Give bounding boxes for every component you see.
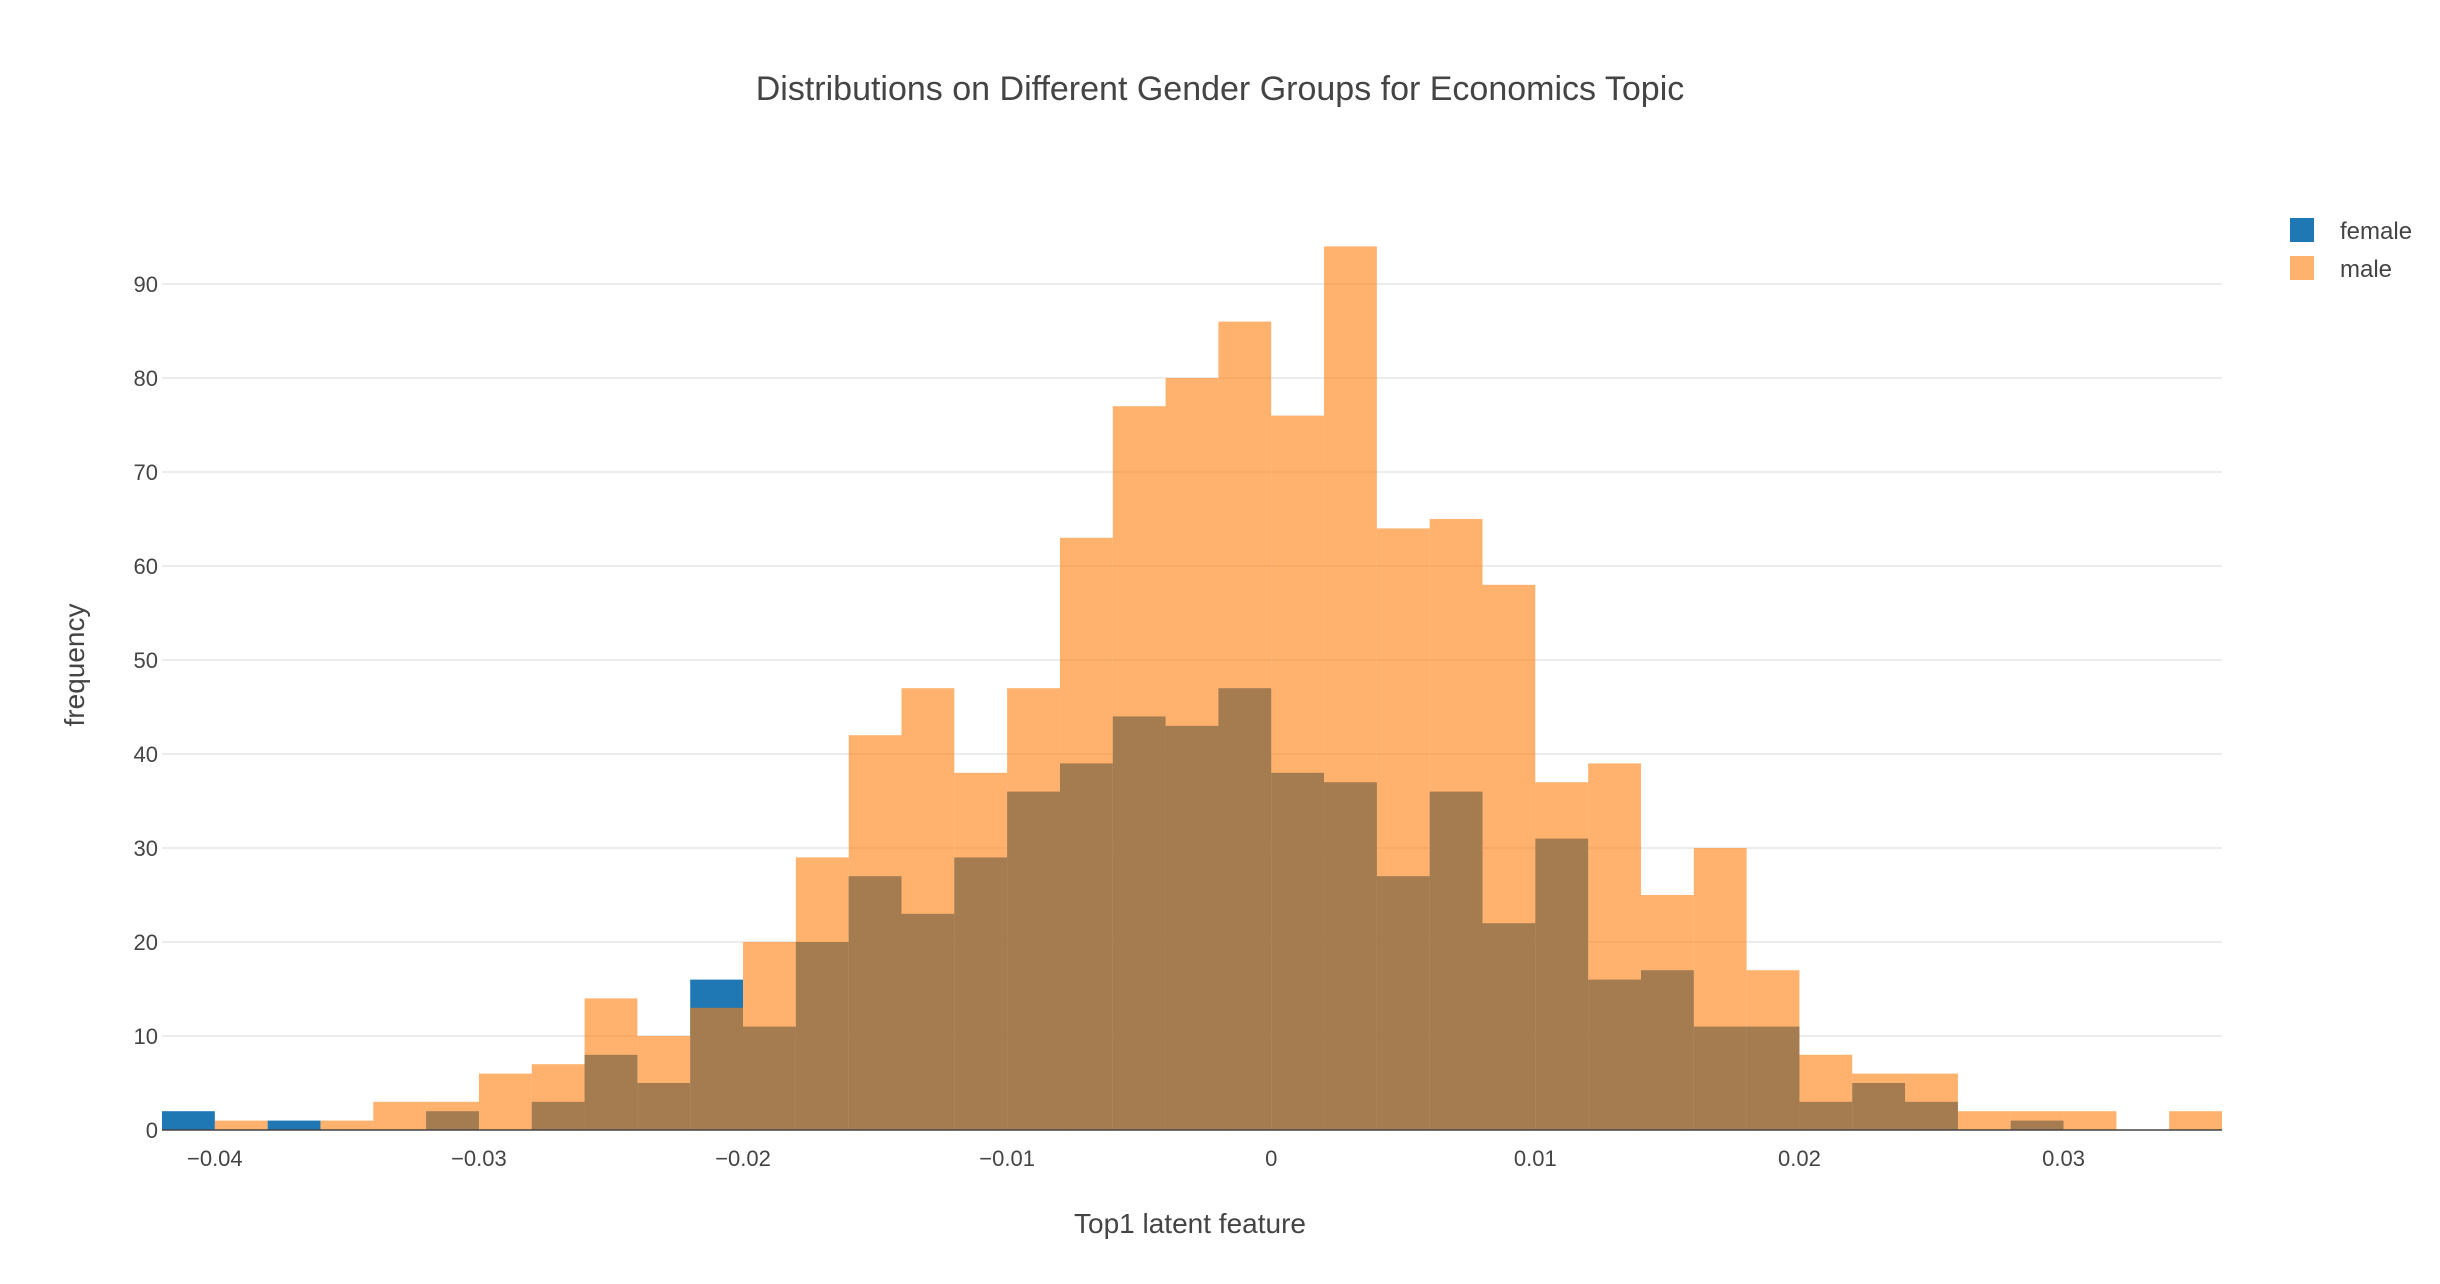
bar-male-33[interactable] xyxy=(1905,1073,1958,1130)
legend: female male xyxy=(2290,218,2412,283)
y-axis-label: frequency xyxy=(59,604,90,727)
bars xyxy=(162,246,2222,1131)
bar-male-14[interactable] xyxy=(901,688,955,1130)
x-tick-label-0: −0.04 xyxy=(187,1146,243,1171)
bar-male-5[interactable] xyxy=(426,1101,479,1130)
x-tick-label-2: −0.02 xyxy=(715,1146,771,1171)
y-tick-label-1: 10 xyxy=(134,1024,158,1049)
x-axis-ticks: −0.04 −0.03 −0.02 −0.01 0 0.01 0.02 0.03 xyxy=(187,1146,2085,1171)
y-tick-label-8: 80 xyxy=(134,366,158,391)
bar-male-18[interactable] xyxy=(1112,406,1166,1130)
bar-male-4[interactable] xyxy=(373,1101,427,1130)
bar-male-19[interactable] xyxy=(1165,378,1219,1130)
bar-male-22[interactable] xyxy=(1324,246,1377,1130)
x-tick-label-4: 0 xyxy=(1265,1146,1277,1171)
bar-male-38[interactable] xyxy=(2169,1111,2222,1130)
x-tick-label-5: 0.01 xyxy=(1514,1146,1557,1171)
bar-male-3[interactable] xyxy=(320,1120,374,1130)
legend-item-female[interactable]: female xyxy=(2290,218,2412,245)
bar-male-26[interactable] xyxy=(1535,782,1589,1130)
bar-male-1[interactable] xyxy=(214,1120,268,1130)
y-axis-ticks: 0 10 20 30 40 50 60 70 80 90 xyxy=(134,272,158,1143)
legend-label-male: male xyxy=(2340,256,2392,283)
bar-male-15[interactable] xyxy=(954,772,1008,1130)
bar-male-36[interactable] xyxy=(2063,1111,2117,1130)
y-tick-label-6: 60 xyxy=(134,554,158,579)
x-tick-label-7: 0.03 xyxy=(2042,1146,2085,1171)
y-tick-label-5: 50 xyxy=(134,648,158,673)
bar-male-24[interactable] xyxy=(1429,519,1483,1130)
bar-male-35[interactable] xyxy=(2010,1111,2064,1130)
bar-male-29[interactable] xyxy=(1693,848,1747,1130)
bar-female-2[interactable] xyxy=(267,1120,321,1130)
bar-male-17[interactable] xyxy=(1059,537,1113,1130)
bar-male-28[interactable] xyxy=(1640,895,1694,1130)
series-male xyxy=(214,246,2222,1131)
bar-male-13[interactable] xyxy=(848,735,902,1130)
bar-male-31[interactable] xyxy=(1799,1054,1853,1130)
bar-female-0[interactable] xyxy=(162,1111,215,1130)
bar-male-6[interactable] xyxy=(478,1073,532,1130)
bar-male-27[interactable] xyxy=(1588,763,1641,1130)
bar-male-34[interactable] xyxy=(1957,1111,2011,1130)
bar-male-25[interactable] xyxy=(1482,584,1536,1130)
bar-male-8[interactable] xyxy=(584,998,638,1130)
y-tick-label-4: 40 xyxy=(134,742,158,767)
x-axis-label: Top1 latent feature xyxy=(1074,1208,1306,1239)
bar-male-30[interactable] xyxy=(1746,970,1800,1130)
y-tick-label-3: 30 xyxy=(134,836,158,861)
bar-male-11[interactable] xyxy=(743,942,796,1130)
bar-male-32[interactable] xyxy=(1852,1073,1906,1130)
bar-male-9[interactable] xyxy=(637,1036,691,1130)
chart-title: Distributions on Different Gender Groups… xyxy=(756,70,1685,108)
legend-label-female: female xyxy=(2340,218,2412,245)
bar-male-7[interactable] xyxy=(531,1064,585,1130)
bar-male-12[interactable] xyxy=(795,857,849,1130)
legend-swatch-male xyxy=(2290,256,2314,280)
y-tick-label-9: 90 xyxy=(134,272,158,297)
legend-swatch-female xyxy=(2290,218,2314,242)
bar-male-23[interactable] xyxy=(1376,528,1430,1130)
x-tick-label-6: 0.02 xyxy=(1778,1146,1821,1171)
y-tick-label-2: 20 xyxy=(134,930,158,955)
x-tick-label-1: −0.03 xyxy=(451,1146,507,1171)
bar-male-21[interactable] xyxy=(1271,415,1325,1131)
bar-male-10[interactable] xyxy=(690,1007,744,1130)
x-tick-label-3: −0.01 xyxy=(979,1146,1035,1171)
y-tick-label-0: 0 xyxy=(146,1118,158,1143)
legend-item-male[interactable]: male xyxy=(2290,256,2392,283)
bar-male-20[interactable] xyxy=(1218,321,1272,1131)
y-tick-label-7: 70 xyxy=(134,460,158,485)
bar-male-16[interactable] xyxy=(1007,688,1060,1130)
